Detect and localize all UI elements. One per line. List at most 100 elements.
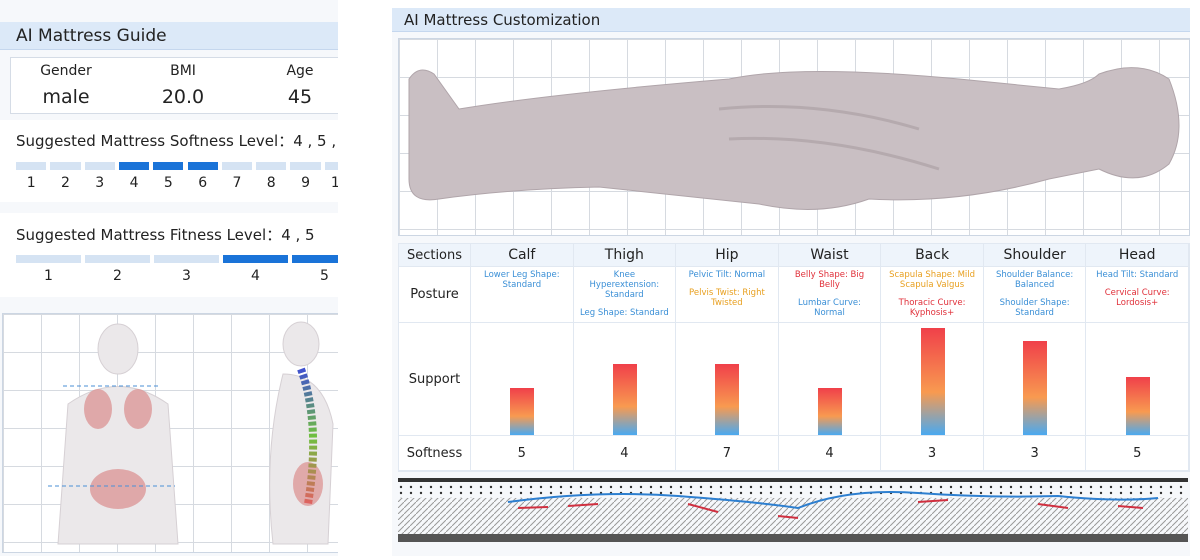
level-label: 10: [330, 175, 338, 191]
info-label: BMI: [170, 63, 196, 79]
level-label: 4: [129, 175, 139, 191]
support-cell: [881, 323, 984, 436]
support-cell: [573, 323, 677, 436]
posture-text: Knee Hyperextension: Standard: [589, 270, 660, 300]
level-segment: [324, 162, 338, 170]
customization-title: AI Mattress Customization: [392, 8, 1190, 32]
support-bar: [715, 364, 740, 435]
softness-value: 5: [471, 436, 574, 471]
posture-text: Head Tilt: Standard: [1096, 270, 1179, 280]
support-bar: [920, 328, 945, 435]
section-name: Thigh: [573, 244, 677, 267]
info-label: Age: [286, 63, 314, 79]
label: Suggested Mattress Softness Level：: [16, 132, 294, 150]
softness-value: 3: [881, 436, 984, 471]
guide-title: AI Mattress Guide: [0, 22, 338, 50]
level-segment: [292, 255, 338, 263]
value: 4 , 5 , 6: [293, 132, 337, 150]
support-bar: [818, 388, 842, 435]
posture-cell: Scapula Shape: Mild Scapula Valgus Thorac…: [881, 267, 984, 323]
level-segment: [187, 162, 218, 170]
guide-panel: AI Mattress Guide Gender male BMI 20.0 Age 45…: [0, 0, 338, 556]
value: 4 , 5: [281, 226, 315, 244]
fitness-box: Suggested Mattress Fitness Level：4 , 5 1…: [0, 213, 338, 297]
posture-cell: Belly Shape: Big Belly Lumbar Curve: Norm…: [778, 267, 882, 323]
posture-cell: Head Tilt: Standard Cervical Curve: Lordo…: [1086, 267, 1189, 323]
posture-text: Lower Leg Shape: Standard: [484, 270, 560, 290]
level-label: 7: [232, 175, 242, 191]
level-label: 5: [320, 268, 329, 284]
posture-cell: Pelvic Tilt: Normal Pelvis Twist: Right T…: [676, 267, 779, 323]
section-name: Waist: [778, 244, 882, 267]
spine-view: [2, 313, 338, 553]
softness-value: 4: [573, 436, 677, 471]
level-label: 3: [95, 175, 105, 191]
level-segment: [256, 162, 287, 170]
body-shape: [408, 67, 1180, 210]
level-segment: [85, 255, 150, 263]
level-segment: [154, 255, 219, 263]
support-cell: [1086, 323, 1189, 436]
row-label: Sections: [399, 244, 471, 267]
level-segment: [118, 162, 150, 170]
customization-panel: AI Mattress Customization Sections Postur…: [392, 8, 1190, 556]
support-cell: [778, 323, 882, 436]
info-label: Gender: [40, 63, 92, 79]
row-label: Support: [399, 323, 471, 436]
level-label: 2: [60, 175, 70, 191]
softness-value: 7: [676, 436, 779, 471]
mattress-layers: [398, 478, 1188, 542]
level-label: 3: [182, 268, 191, 284]
support-bar: [1125, 377, 1150, 435]
posture-text: Shoulder Balance: Balanced: [995, 270, 1074, 290]
softness-value: 5: [1086, 436, 1189, 471]
softness-value: 4: [778, 436, 882, 471]
level-label: 4: [251, 268, 260, 284]
posture-text: Scapula Shape: Mild Scapula Valgus: [889, 270, 976, 290]
support-cell: [983, 323, 1087, 436]
section-name: Shoulder: [983, 244, 1087, 267]
softness-box: Suggested Mattress Softness Level：4 , 5 …: [0, 120, 338, 202]
posture-text: Pelvis Twist: Right Twisted: [689, 288, 765, 308]
row-label: Softness: [399, 436, 471, 471]
level-segment: [16, 162, 47, 170]
level-label: 8: [266, 175, 276, 191]
support-bar: [510, 388, 535, 435]
level-segment: [290, 162, 321, 170]
section-table: Sections Posture Support Softness Calf Lower …: [398, 243, 1190, 472]
spine-figures: [48, 321, 334, 545]
level-bar: 1 2 3 4 5: [16, 255, 338, 295]
level-label: 6: [198, 175, 208, 191]
support-cell: [471, 323, 574, 436]
mattress-diagram: [398, 478, 1188, 545]
level-label: 1: [44, 268, 53, 284]
posture-text: Thoracic Curve: Kyphosis+: [898, 298, 966, 318]
support-cell: [676, 323, 779, 436]
level-segment: [223, 255, 288, 263]
section-name: Back: [881, 244, 984, 267]
posture-cell: Knee Hyperextension: Standard Leg Shape: …: [573, 267, 677, 323]
level-segment: [153, 162, 184, 170]
softness-value: 3: [983, 436, 1087, 471]
support-bar: [612, 364, 637, 435]
fitness-text: Suggested Mattress Fitness Level：4 , 5: [16, 224, 315, 245]
softness-text: Suggested Mattress Softness Level：4 , 5 …: [16, 130, 338, 151]
posture-text: Lumbar Curve: Normal: [797, 298, 861, 318]
level-segment: [50, 162, 81, 170]
posture-text: Belly Shape: Big Belly: [794, 270, 865, 290]
posture-text: Leg Shape: Standard: [579, 308, 669, 318]
level-label: 1: [26, 175, 36, 191]
section-name: Head: [1086, 244, 1189, 267]
posture-cell: Lower Leg Shape: Standard: [471, 267, 574, 323]
info-value: male: [42, 86, 90, 108]
posture-text: Cervical Curve: Lordosis+: [1104, 288, 1170, 308]
level-label: 5: [163, 175, 173, 191]
level-segment: [84, 162, 115, 170]
posture-cell: Shoulder Balance: Balanced Shoulder Shape…: [983, 267, 1087, 323]
support-bar: [1023, 341, 1048, 435]
section-name: Calf: [471, 244, 574, 267]
posture-text: Shoulder Shape: Standard: [999, 298, 1070, 318]
level-segment: [221, 162, 253, 170]
level-segment: [16, 255, 81, 263]
